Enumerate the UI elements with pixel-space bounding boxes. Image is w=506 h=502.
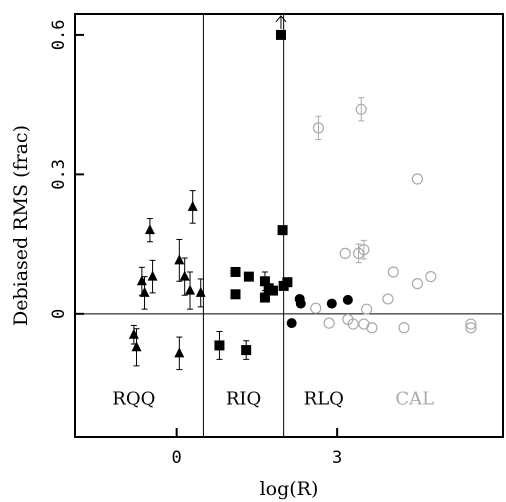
x-tick-label: 0 — [172, 448, 182, 468]
point-circle-open — [387, 266, 399, 278]
point-square — [214, 340, 225, 351]
point-square — [230, 289, 241, 300]
region-label-rlq: RLQ — [304, 388, 344, 409]
point-square — [282, 277, 293, 288]
series-riq — [214, 15, 293, 360]
point-triangle — [139, 286, 150, 297]
point-circle-open — [465, 318, 477, 330]
point-triangle — [185, 284, 196, 295]
point-circle — [326, 298, 337, 309]
point-square — [243, 271, 254, 282]
point-square — [230, 266, 241, 277]
point-circle-open — [355, 103, 367, 115]
point-triangle — [179, 270, 190, 281]
region-label-rqq: RQQ — [112, 388, 155, 409]
series-cal — [310, 97, 477, 334]
point-circle-open — [323, 317, 335, 329]
x-tick-label: 3 — [332, 448, 342, 468]
x-axis-label: log(R) — [260, 478, 319, 500]
point-triangle — [187, 200, 198, 211]
point-square — [241, 345, 252, 356]
point-triangle — [174, 347, 185, 358]
point-circle-open — [465, 322, 477, 334]
point-circle-open — [411, 173, 423, 185]
point-circle-open — [366, 322, 378, 334]
point-circle-open — [425, 271, 437, 283]
axis-ticks: 0 3 0 0.3 0.6 — [49, 20, 342, 468]
point-triangle — [147, 270, 158, 281]
plot-frame — [74, 13, 504, 438]
y-tick-label: 0 — [49, 309, 69, 319]
point-triangle — [144, 224, 155, 235]
point-triangle — [195, 286, 206, 297]
y-axis-label: Debiased RMS (frac) — [10, 125, 32, 326]
reference-lines — [75, 14, 503, 437]
point-square — [259, 276, 270, 287]
region-label-riq: RIQ — [226, 388, 261, 409]
point-square — [275, 29, 286, 40]
point-circle-open — [411, 278, 423, 290]
point-circle — [286, 318, 297, 329]
point-circle-open — [360, 303, 373, 315]
series-rlq — [286, 293, 353, 329]
point-circle-open — [310, 302, 322, 314]
point-triangle — [128, 328, 139, 339]
point-circle — [342, 294, 353, 305]
region-label-cal: CAL — [395, 388, 434, 409]
point-circle-open — [339, 247, 351, 259]
y-tick-label: 0.3 — [49, 159, 69, 190]
point-circle-open — [358, 244, 370, 256]
point-square — [267, 285, 278, 296]
series-rqq — [128, 190, 206, 371]
point-circle — [295, 298, 306, 309]
upper-limit-arrow-head — [275, 15, 287, 23]
point-circle-open — [382, 293, 394, 305]
point-circle-open — [312, 122, 325, 134]
point-square — [259, 292, 270, 303]
point-circle-open — [347, 318, 359, 330]
point-triangle — [174, 254, 185, 265]
point-circle-open — [398, 322, 410, 334]
y-tick-label: 0.6 — [49, 20, 69, 51]
data-points — [128, 15, 477, 371]
point-square — [277, 225, 288, 236]
region-labels: RQQ RIQ RLQ CAL — [112, 388, 434, 409]
point-triangle — [131, 341, 142, 352]
